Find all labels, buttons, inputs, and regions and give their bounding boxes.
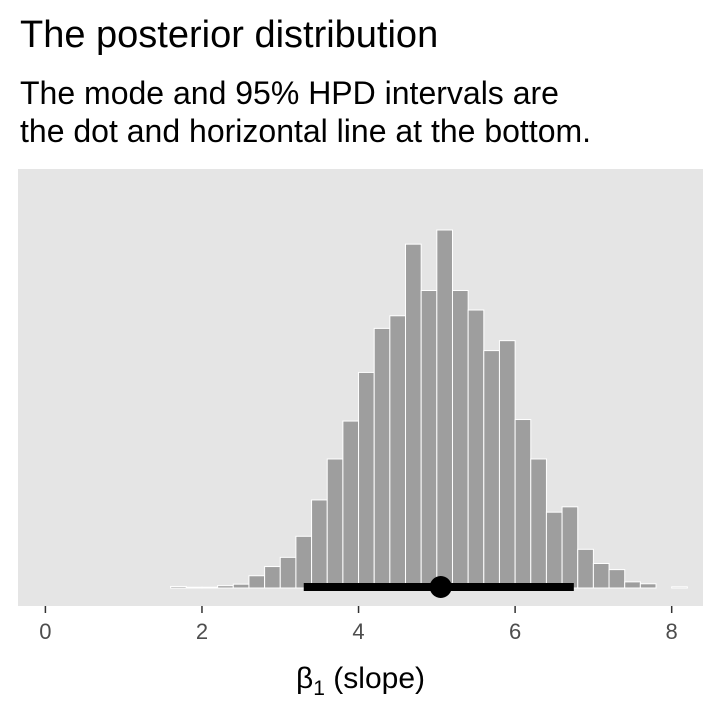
histogram-bar [639,583,657,589]
histogram-bar [467,309,485,589]
subtitle-line-2: the dot and horizontal line at the botto… [20,113,592,149]
histogram-bar [592,562,610,589]
histogram-bar [561,506,579,589]
histogram-bar [232,583,250,589]
histogram-bar [170,585,187,589]
x-axis-label: β1 (slope) [296,662,425,700]
histogram-bar [264,566,281,589]
histogram-bar [201,586,219,589]
histogram-bar [483,350,500,589]
histogram-bar [545,511,563,589]
histogram-bar [420,289,438,589]
histogram-bar [514,419,532,589]
histogram-bar [498,340,516,589]
histogram-bar [248,575,266,589]
chart-subtitle: The mode and 95% HPD intervals are the d… [20,74,591,150]
histogram-bar [577,548,594,589]
histogram-bar [389,315,407,589]
histogram-bar [373,327,391,589]
x-tick-label: 2 [196,619,208,644]
x-tick-label: 4 [352,619,364,644]
histogram-bar [671,586,688,589]
histogram-bar [451,289,469,589]
histogram-bar [185,586,203,589]
mode-point [429,576,452,598]
x-tick-label: 6 [509,619,521,644]
histogram-bar [311,499,328,589]
histogram-bar [530,458,547,589]
histogram-bar [295,535,313,589]
chart-title: The posterior distribution [20,14,439,56]
histogram-bar [217,585,234,589]
histogram-bar [436,229,453,589]
histogram-bar [358,371,375,589]
histogram-bar [279,556,297,589]
histogram-bar [608,569,626,589]
x-tick-label: 0 [39,619,51,644]
x-tick-label: 8 [666,619,678,644]
histogram-bar [624,581,641,589]
histogram-bar [326,458,344,589]
subtitle-line-1: The mode and 95% HPD intervals are [20,75,559,111]
histogram-bar [405,243,422,589]
histogram-bar [342,420,360,589]
